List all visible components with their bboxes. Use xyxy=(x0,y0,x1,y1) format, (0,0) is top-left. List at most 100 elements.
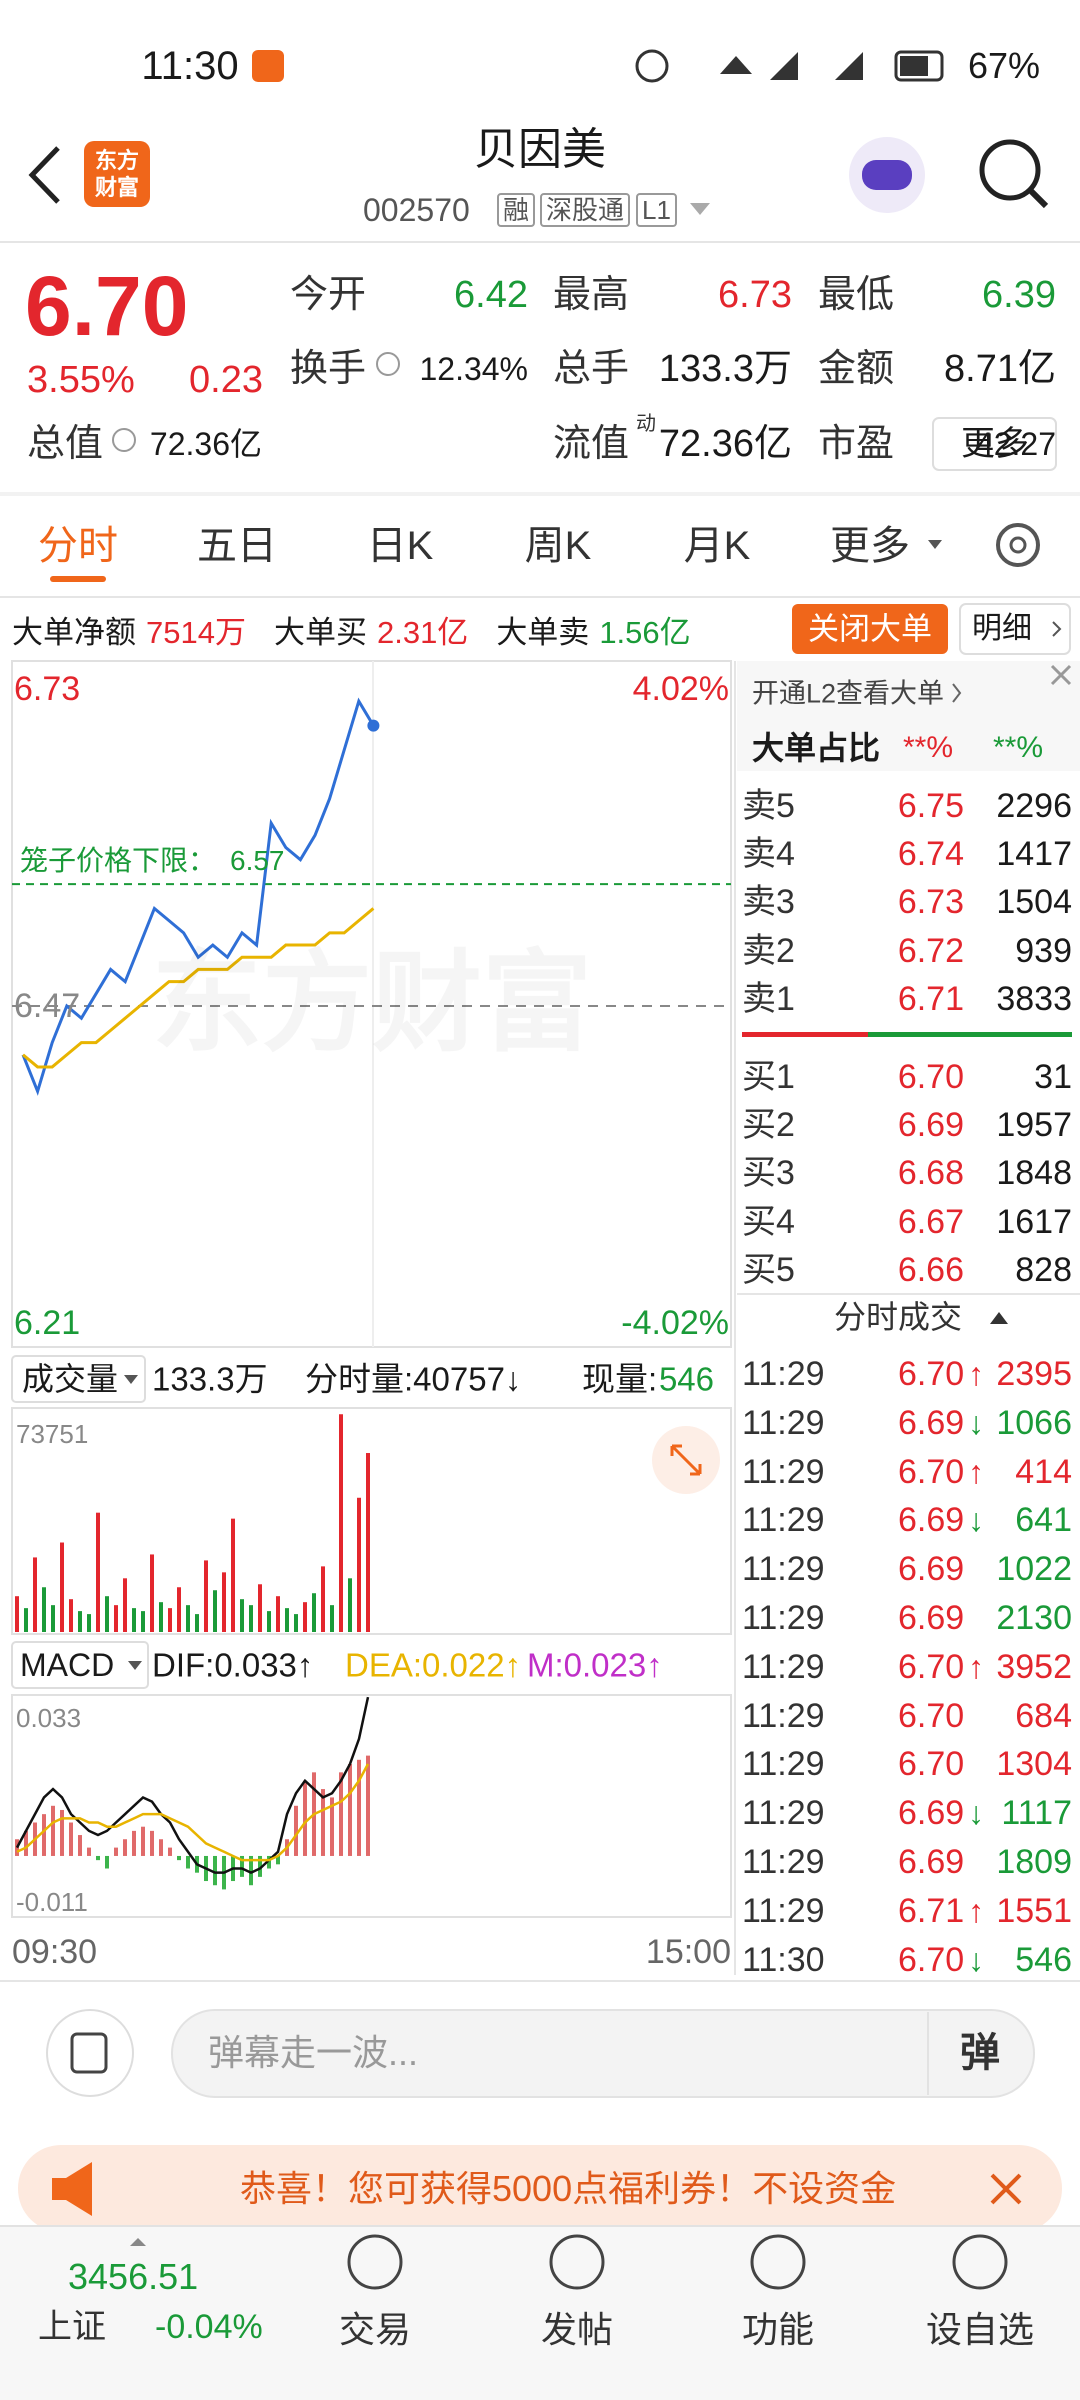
macd-bar xyxy=(357,1759,361,1856)
more-button-text[interactable]: 更多 xyxy=(961,425,1029,463)
detail-button[interactable] xyxy=(959,603,1071,655)
stat-label: 今开 xyxy=(290,274,367,316)
close-big-orders-button[interactable] xyxy=(792,604,948,654)
logo-text: 东方 xyxy=(94,148,140,173)
level-label: 卖5 xyxy=(742,787,795,825)
settings-icon[interactable] xyxy=(996,523,1040,567)
stock-code: 002570 xyxy=(363,192,470,228)
nav-icon[interactable] xyxy=(347,2234,403,2290)
volume-bar xyxy=(87,1614,91,1632)
button-text[interactable]: 关闭大单 xyxy=(808,611,932,647)
volume-bar xyxy=(303,1602,307,1632)
nav-icon[interactable] xyxy=(952,2234,1008,2290)
volume-bar xyxy=(69,1599,73,1632)
index-change[interactable]: -0.04% xyxy=(155,2308,263,2346)
macd-bar xyxy=(141,1826,145,1856)
upgrade-link[interactable]: 开通L2查看大单 xyxy=(752,678,945,709)
dropdown-box[interactable] xyxy=(11,1355,146,1403)
trade-arrow: ↑ xyxy=(968,1356,984,1392)
level-price: 6.68 xyxy=(897,1154,964,1193)
trade-arrow: ↑ xyxy=(968,1648,984,1685)
tab[interactable]: 分时 xyxy=(38,524,118,568)
avatar-face xyxy=(862,160,912,190)
tab[interactable]: 五日 xyxy=(197,524,277,568)
volume-bar xyxy=(141,1611,145,1632)
macd-bar xyxy=(123,1839,127,1856)
promo-text[interactable]: 恭喜！您可获得5000点福利券！不设资金 xyxy=(240,2168,897,2209)
trade-arrow: ↓ xyxy=(968,1795,984,1832)
stat-value: 133.3万 xyxy=(658,348,792,390)
comment-placeholder[interactable]: 弹幕走一波... xyxy=(208,2032,419,2073)
nav-item[interactable]: 设自选 xyxy=(925,2309,1035,2350)
macd-bar xyxy=(249,1855,253,1886)
note-button[interactable] xyxy=(46,2009,134,2097)
index-name[interactable]: 上证 xyxy=(38,2308,106,2346)
volume-bar xyxy=(357,1497,361,1632)
chart-frame xyxy=(11,1407,732,1635)
nav-item[interactable]: 交易 xyxy=(338,2309,412,2350)
level-price: 6.69 xyxy=(897,1106,964,1145)
stat-label: 金额 xyxy=(818,348,895,390)
cage-value: 6.57 xyxy=(230,845,285,877)
macd-bar xyxy=(258,1855,262,1877)
wifi-icon xyxy=(720,56,752,74)
volume-bar xyxy=(312,1593,316,1632)
nav-icon[interactable] xyxy=(750,2234,806,2290)
trade-time: 11:29 xyxy=(742,1696,825,1735)
danmaku-button[interactable]: 弹 xyxy=(960,2031,1000,2075)
big-order-value: 2.31亿 xyxy=(376,614,469,650)
volume-bar xyxy=(51,1605,55,1632)
macd-label[interactable]: MACD xyxy=(20,1647,115,1683)
more-button[interactable] xyxy=(932,417,1057,471)
volume-bar xyxy=(150,1554,154,1632)
button-text[interactable]: 明细 xyxy=(972,612,1032,645)
dropdown-icon xyxy=(128,1661,142,1670)
level-label: 卖1 xyxy=(742,979,795,1018)
tab[interactable]: 月K xyxy=(683,524,751,568)
macd-bar xyxy=(69,1822,73,1856)
search-icon[interactable] xyxy=(979,139,1041,201)
trade-time: 11:29 xyxy=(742,1355,825,1393)
status-time: 11:30 xyxy=(141,44,239,88)
trade-volume: 684 xyxy=(1015,1696,1072,1735)
nav-icon[interactable] xyxy=(549,2234,605,2290)
nav-item[interactable]: 发帖 xyxy=(540,2309,614,2350)
big-order-summary: 大单净额 7514万 大单买 2.31亿 大单卖 1.56亿 xyxy=(12,610,709,650)
trade-time: 11:29 xyxy=(742,1843,825,1881)
tab-dropdown xyxy=(928,540,942,549)
detail-arrow xyxy=(1052,621,1062,637)
index-value[interactable]: 3456.51 xyxy=(68,2256,199,2297)
volume-label[interactable]: 成交量 xyxy=(22,1361,119,1397)
stat-value: 42.27 xyxy=(975,426,1056,462)
volume-bar xyxy=(114,1605,118,1632)
back-button[interactable] xyxy=(28,146,60,204)
dropdown-icon xyxy=(124,1375,138,1384)
level-volume: 1848 xyxy=(996,1154,1072,1193)
volume-bar xyxy=(294,1614,298,1632)
trade-price: 6.71 xyxy=(898,1891,965,1930)
tab[interactable]: 更多 xyxy=(830,524,910,568)
dropdown-box[interactable] xyxy=(11,1641,149,1689)
promo-banner[interactable] xyxy=(18,2145,1062,2232)
macd-bar xyxy=(96,1855,100,1861)
close-icon[interactable] xyxy=(990,2173,1022,2205)
macd-bar xyxy=(267,1855,271,1869)
tab[interactable]: 日K xyxy=(366,524,434,568)
volume-bar xyxy=(195,1614,199,1632)
comment-input[interactable] xyxy=(171,2009,1035,2098)
trade-volume: 3952 xyxy=(996,1647,1072,1686)
macd-bar xyxy=(177,1855,181,1861)
trade-price: 6.69 xyxy=(898,1599,965,1637)
trade-arrow: ↓ xyxy=(968,1941,984,1978)
y-tick-label: 6.21 xyxy=(14,1304,81,1342)
nav-item[interactable]: 功能 xyxy=(741,2309,815,2350)
volume-bar xyxy=(60,1542,64,1632)
volume-bar xyxy=(132,1608,136,1632)
tab[interactable]: 周K xyxy=(524,524,592,568)
close-icon[interactable] xyxy=(1050,664,1072,686)
settings-dot xyxy=(1009,536,1027,554)
stat-label: 最高 xyxy=(553,274,630,316)
macd-bar xyxy=(51,1805,55,1856)
trade-price: 6.70 xyxy=(898,1355,965,1393)
